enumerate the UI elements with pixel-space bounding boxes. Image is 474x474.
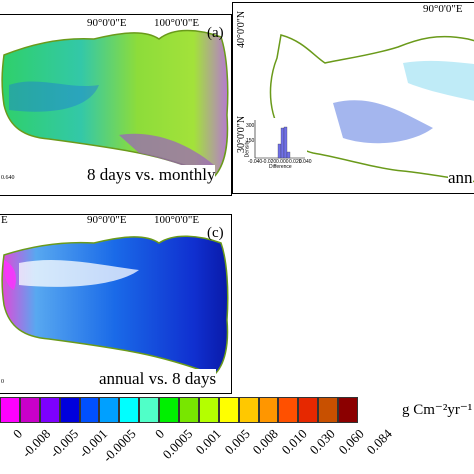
- panel-a: 90°0'0"E 100°0'0"E (a) 8 days vs. monthl…: [0, 14, 232, 196]
- legend-label: 0.008: [249, 426, 282, 458]
- legend-swatch: [338, 397, 359, 423]
- legend-label: -0.008: [18, 426, 54, 461]
- hist-bar: [286, 151, 291, 159]
- plateau-shape-c: [1, 235, 229, 376]
- legend-swatch: [298, 397, 319, 423]
- caption-a: 8 days vs. monthly: [87, 165, 216, 185]
- lon-label-100-c: 100°0'0"E: [154, 214, 200, 226]
- color-legend: [0, 397, 359, 423]
- hist-xlabel: Difference: [269, 164, 292, 170]
- legend-label: 0.030: [306, 426, 339, 458]
- legend-swatch: [39, 397, 60, 423]
- hist-ytick-300: 300: [246, 123, 255, 129]
- legend-swatch: [159, 397, 180, 423]
- caption-b: ann: [448, 168, 473, 188]
- legend-swatch: [119, 397, 140, 423]
- hist-ytick-150: 150: [246, 138, 255, 144]
- hist-xtick: 0.020: [289, 159, 302, 165]
- lon-label-90-b: 90°0'0"E: [423, 3, 463, 15]
- legend-swatch: [179, 397, 199, 423]
- legend-label: 0: [151, 426, 168, 442]
- hist-xtick: -0.020: [262, 159, 277, 165]
- legend-label: 0: [9, 426, 25, 442]
- scale-bar-label-c: 0: [1, 379, 4, 385]
- legend-swatch: [79, 397, 100, 423]
- legend-swatch: [99, 397, 120, 423]
- hist-xtick: -0.040: [248, 159, 263, 165]
- panel-b: 90°0'0"E 40°0'0"N 30°0'0"N ann: [232, 2, 474, 194]
- hist-bar: [277, 143, 282, 159]
- legend-label: -0.005: [47, 426, 82, 461]
- legend-swatch: [238, 397, 259, 423]
- legend-swatch: [198, 397, 219, 423]
- legend-label: 0.060: [335, 426, 367, 458]
- lon-label-e-c: E: [1, 214, 8, 226]
- lon-label-100: 100°0'0"E: [154, 17, 200, 29]
- lat-label-40: 40°0'0"N: [236, 10, 247, 48]
- hist-bar: [283, 126, 288, 159]
- panel-letter-c: (c): [207, 225, 224, 241]
- legend-swatch: [218, 397, 239, 423]
- legend-swatch: [59, 397, 80, 423]
- hist-xtick: 0.000: [276, 159, 289, 165]
- legend-label: 0.010: [278, 426, 310, 458]
- legend-swatch: [318, 397, 339, 423]
- panel-c: E 90°0'0"E 100°0'0"E (c) annual vs. 8 da…: [0, 214, 232, 394]
- legend-swatch: [0, 397, 20, 423]
- legend-units: g Cm⁻²yr⁻¹: [402, 402, 473, 418]
- legend-swatch: [19, 397, 40, 423]
- hist-xtick: 0.040: [299, 159, 312, 165]
- legend-label: 0.001: [192, 426, 225, 458]
- map-c: [1, 235, 229, 376]
- legend-swatch: [278, 397, 299, 423]
- scale-bar-label-a: 0.640: [1, 175, 15, 181]
- hist-ylabel: Density: [244, 140, 251, 158]
- hist-bar: [280, 127, 285, 159]
- difference-histogram: 300 150 Density -0.040 -0.020 0.000 0.02…: [244, 118, 312, 170]
- legend-label: 0.084: [363, 426, 396, 458]
- map-b: [269, 34, 474, 183]
- caption-c: annual vs. 8 days: [99, 369, 217, 389]
- panel-letter-a: (a): [207, 25, 224, 41]
- legend-label: 0.005: [221, 426, 253, 458]
- lon-label-90-c: 90°0'0"E: [87, 214, 127, 226]
- legend-label: 0.0005: [159, 426, 196, 462]
- lon-label-90: 90°0'0"E: [87, 17, 127, 29]
- legend-swatch: [258, 397, 279, 423]
- legend-swatch: [139, 397, 160, 423]
